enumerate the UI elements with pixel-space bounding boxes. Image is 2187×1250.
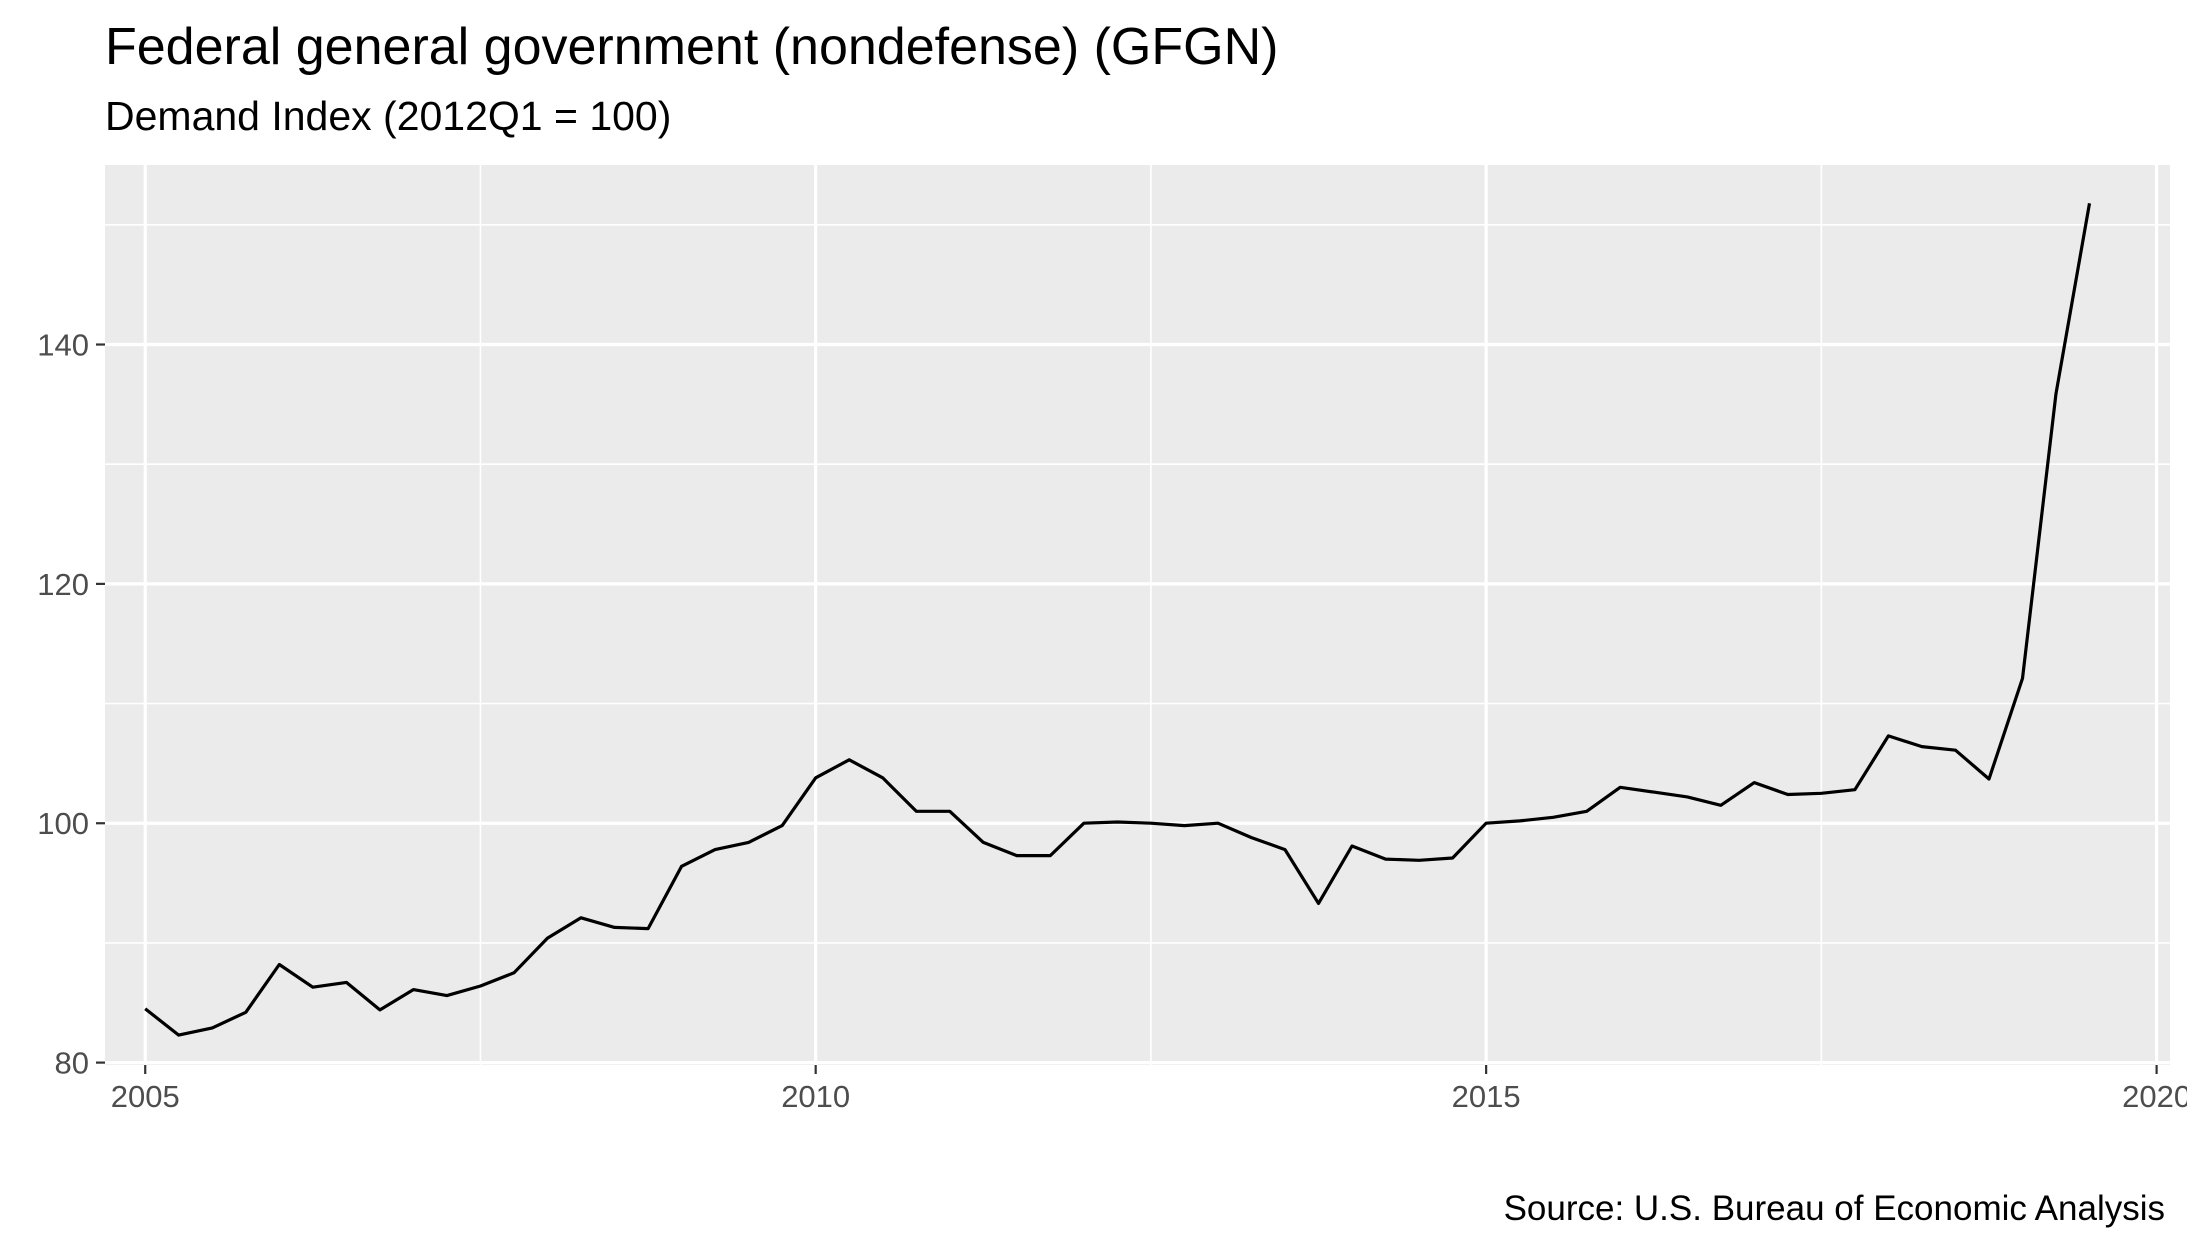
x-tick-label: 2005 (111, 1079, 180, 1114)
chart-caption: Source: U.S. Bureau of Economic Analysis (1504, 1189, 2165, 1228)
y-axis: 80 100 120 140 (37, 328, 105, 1081)
y-tick-label: 140 (37, 328, 89, 363)
x-tick-label: 2010 (781, 1079, 850, 1114)
minor-grid (105, 165, 2170, 1065)
y-tick-label: 80 (55, 1046, 89, 1081)
chart-subtitle: Demand Index (2012Q1 = 100) (105, 93, 671, 139)
x-tick-label: 2015 (1452, 1079, 1521, 1114)
series-layer (144, 203, 2092, 1037)
x-tick-label: 2020 (2122, 1079, 2187, 1114)
series-line-0 (144, 203, 2092, 1037)
y-tick-label: 100 (37, 806, 89, 841)
plot-panel (105, 165, 2170, 1065)
y-tick-label: 120 (37, 567, 89, 602)
chart-title: Federal general government (nondefense) … (105, 18, 1278, 76)
x-axis: 2005 2010 2015 2020 (111, 1065, 2187, 1114)
